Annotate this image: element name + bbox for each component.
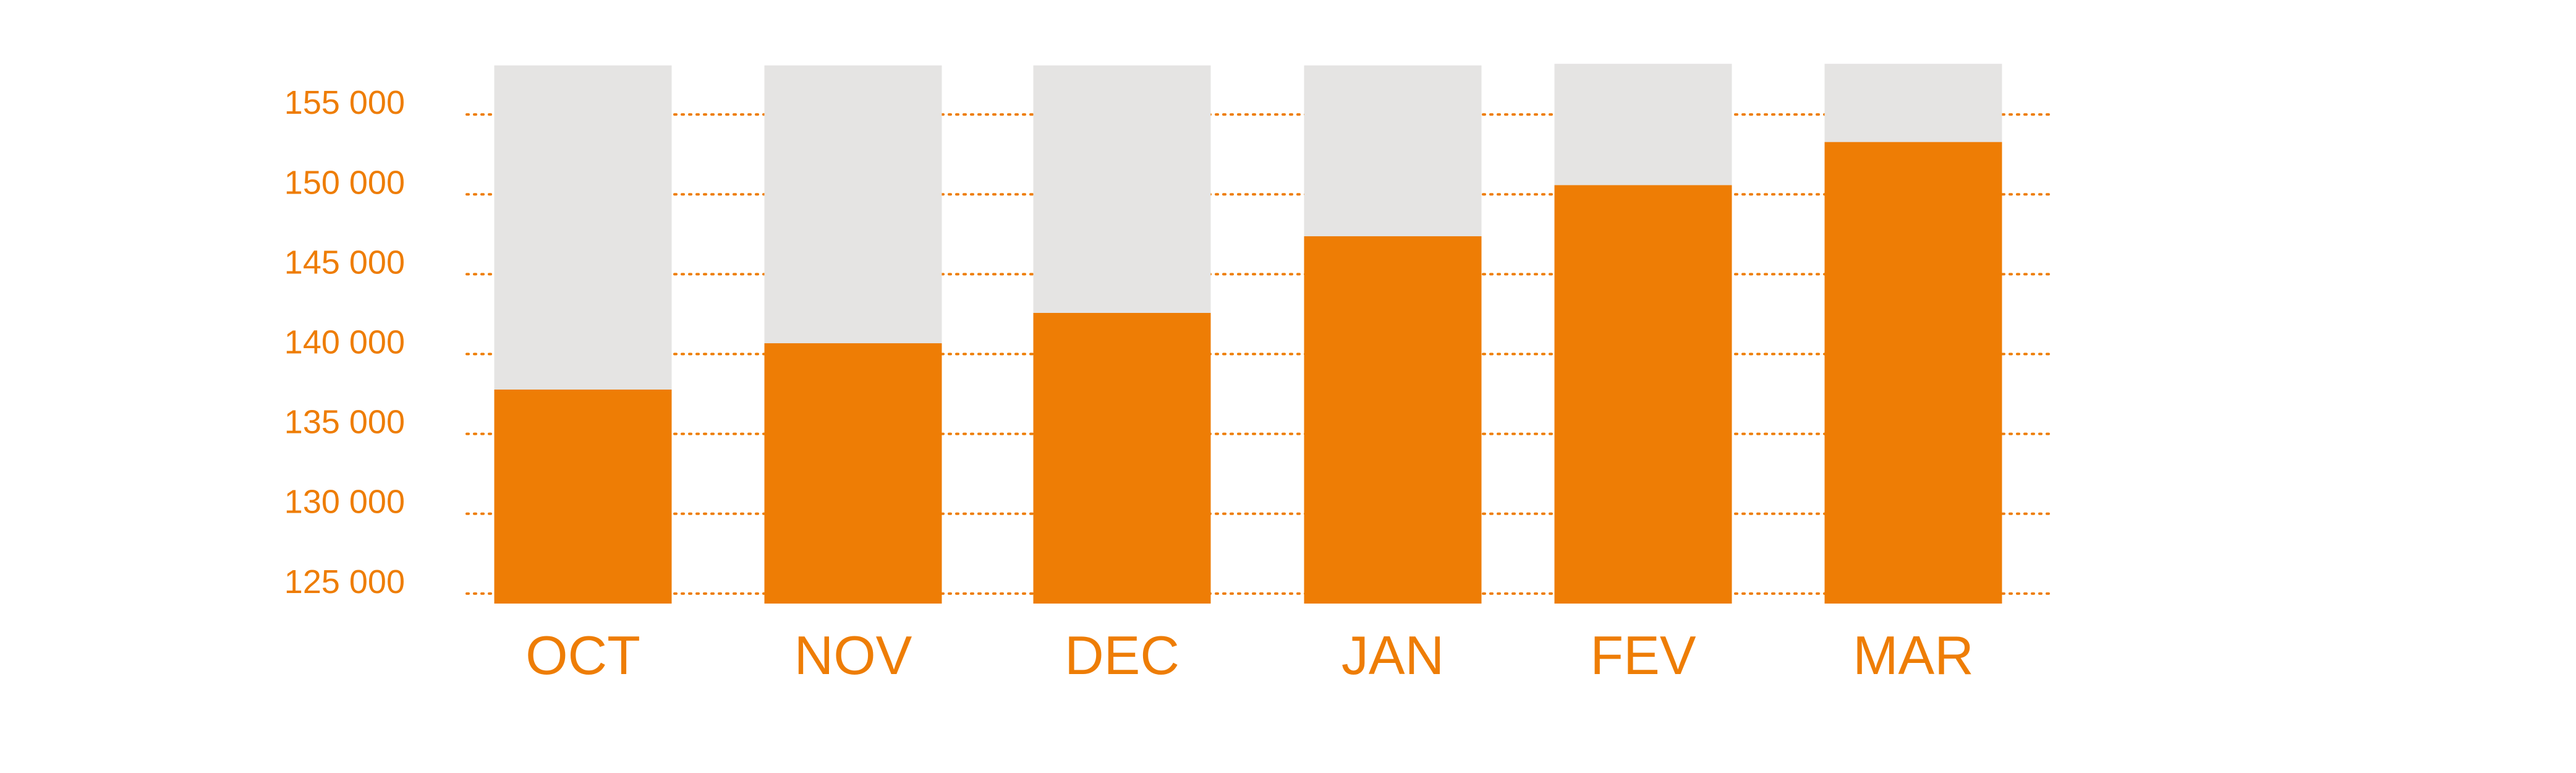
- bar: [1824, 142, 2002, 604]
- y-tick-label: 155 000: [284, 84, 405, 121]
- y-axis-ticks: 125 000 130 000 135 000 140 000 145 000 150 0…: [284, 84, 405, 600]
- bar: [1554, 185, 1732, 604]
- x-tick-label: NOV: [794, 625, 912, 686]
- x-tick-label: MAR: [1853, 625, 1974, 686]
- y-tick-label: 130 000: [284, 484, 405, 521]
- y-tick-label: 135 000: [284, 404, 405, 441]
- bar: [494, 389, 672, 604]
- y-tick-label: 140 000: [284, 323, 405, 361]
- y-tick-label: 150 000: [284, 164, 405, 201]
- x-tick-label: JAN: [1341, 625, 1444, 686]
- bar: [1033, 313, 1211, 604]
- grid-layer: [465, 113, 2054, 595]
- x-tick-label: OCT: [525, 625, 640, 686]
- bars-layer: [494, 64, 2002, 604]
- y-tick-label: 145 000: [284, 244, 405, 281]
- bar: [764, 343, 942, 604]
- x-tick-label: DEC: [1065, 625, 1180, 686]
- y-tick-label: 125 000: [284, 563, 405, 600]
- x-axis-ticks: OCT NOV DEC JAN FEV MAR: [525, 625, 1974, 686]
- x-tick-label: FEV: [1590, 625, 1696, 686]
- bar: [1304, 236, 1482, 604]
